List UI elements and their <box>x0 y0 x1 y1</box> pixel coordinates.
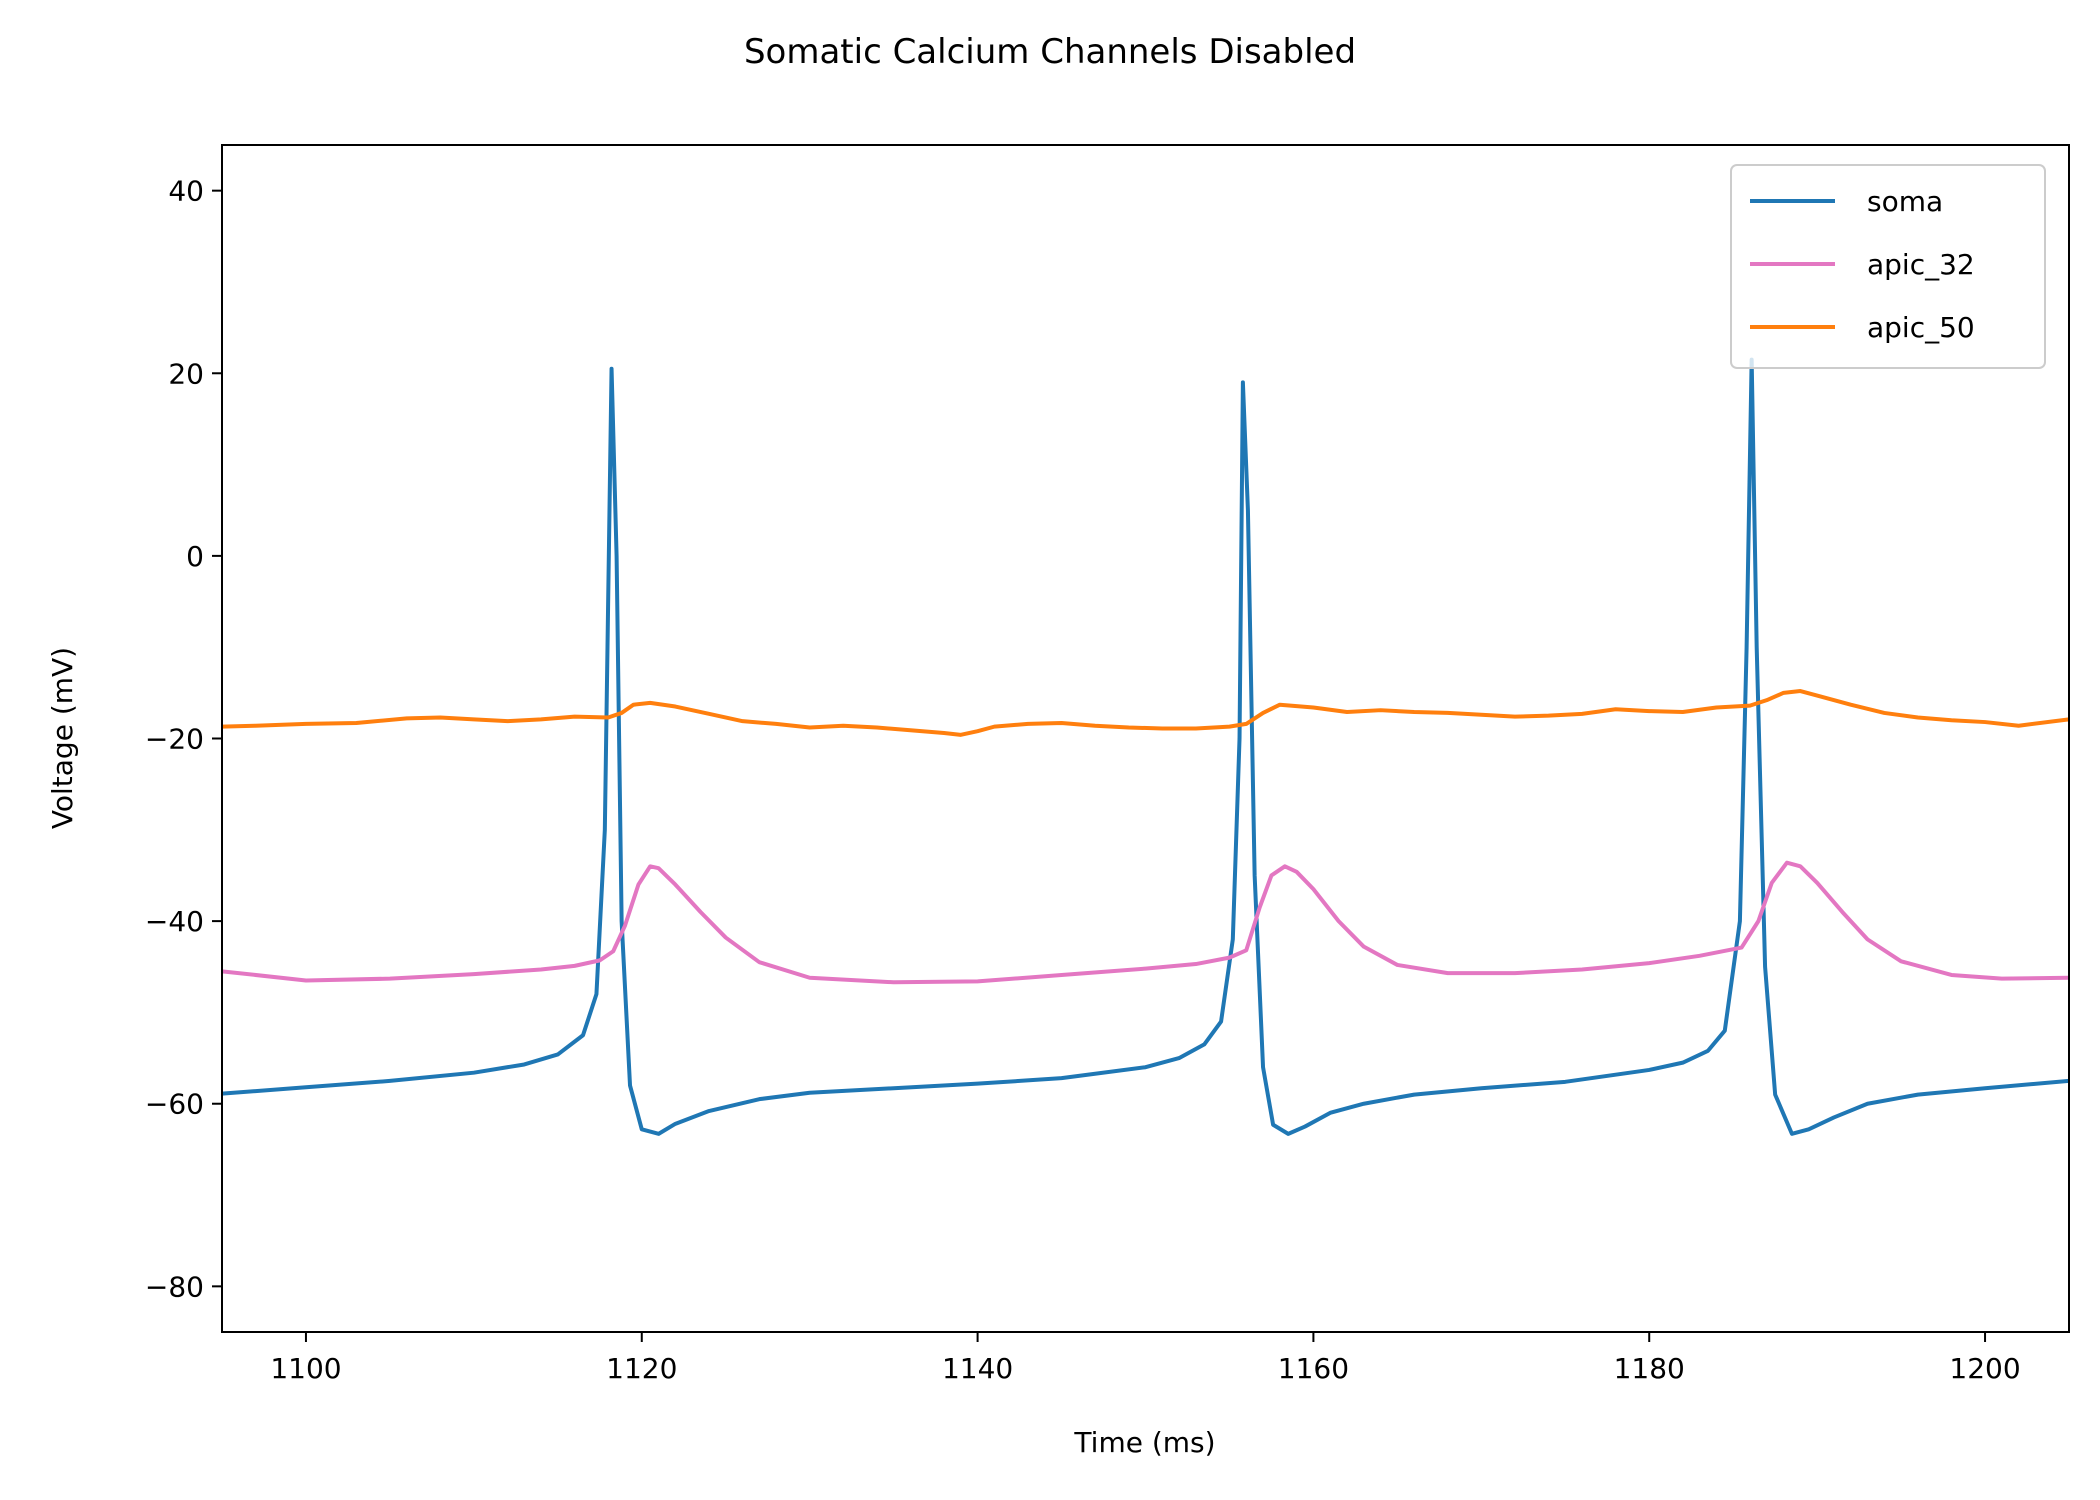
y-axis-ticks: −80 −60 −40 −20 0 20 40 <box>145 175 222 1303</box>
series-line-soma <box>222 357 2069 1136</box>
x-tick-label: 1200 <box>1949 1352 2020 1385</box>
chart-title: Somatic Calcium Channels Disabled <box>744 32 1356 72</box>
series-line-apic-32 <box>222 860 2069 985</box>
legend-label: apic_32 <box>1867 248 1975 281</box>
legend-label: apic_50 <box>1867 311 1975 344</box>
series-line-apic-50 <box>222 689 2069 737</box>
legend: soma apic_32 apic_50 <box>1730 164 2046 369</box>
y-tick-label: 0 <box>186 540 204 573</box>
y-tick-label: −60 <box>145 1088 204 1121</box>
y-tick-label: −20 <box>145 723 204 756</box>
x-tick-label: 1100 <box>270 1352 341 1385</box>
x-tick-label: 1180 <box>1614 1352 1685 1385</box>
x-axis-label: Time (ms) <box>1073 1426 1215 1459</box>
x-tick-label: 1160 <box>1278 1352 1349 1385</box>
x-tick-label: 1120 <box>606 1352 677 1385</box>
x-axis-ticks: 1100 1120 1140 1160 1180 1200 <box>270 1332 2021 1385</box>
x-tick-label: 1140 <box>942 1352 1013 1385</box>
legend-label: soma <box>1867 185 1943 218</box>
y-axis-label: Voltage (mV) <box>46 647 79 829</box>
legend-box <box>1730 164 2046 369</box>
y-tick-label: −40 <box>145 905 204 938</box>
y-tick-label: 20 <box>168 357 204 390</box>
plot-frame <box>221 144 2070 1333</box>
y-tick-label: −80 <box>145 1270 204 1303</box>
y-tick-label: 40 <box>168 175 204 208</box>
plot-series <box>222 357 2069 1136</box>
